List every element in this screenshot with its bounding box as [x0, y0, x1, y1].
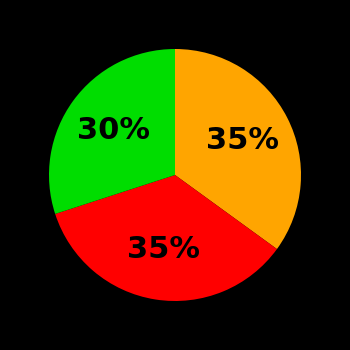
Text: 35%: 35%: [206, 126, 279, 155]
Text: 30%: 30%: [77, 116, 150, 145]
Wedge shape: [49, 49, 175, 214]
Wedge shape: [55, 175, 277, 301]
Wedge shape: [175, 49, 301, 249]
Text: 35%: 35%: [127, 235, 200, 264]
